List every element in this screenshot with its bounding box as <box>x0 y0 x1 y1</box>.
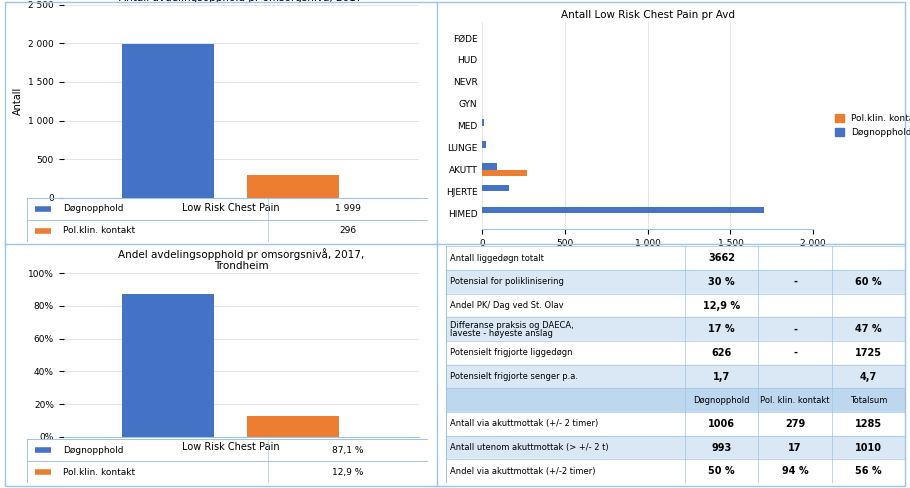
Text: 12,9 %: 12,9 % <box>332 468 363 477</box>
Bar <box>446 317 905 341</box>
Bar <box>446 365 905 388</box>
Text: 56 %: 56 % <box>855 467 882 476</box>
Text: 296: 296 <box>339 226 356 235</box>
Text: 279: 279 <box>785 419 805 429</box>
Text: Andel PK/ Dag ved St. Olav: Andel PK/ Dag ved St. Olav <box>450 301 564 310</box>
Text: 60 %: 60 % <box>855 277 882 287</box>
Y-axis label: Antall: Antall <box>13 87 23 115</box>
Text: Antall via akuttmottak (+/- 2 timer): Antall via akuttmottak (+/- 2 timer) <box>450 420 599 428</box>
Text: 1 999: 1 999 <box>335 204 360 213</box>
Text: 1,7: 1,7 <box>713 372 730 382</box>
Text: 626: 626 <box>712 348 732 358</box>
Text: Potensial for poliklinisering: Potensial for poliklinisering <box>450 278 564 286</box>
Text: 50 %: 50 % <box>708 467 735 476</box>
Bar <box>482 169 527 176</box>
Bar <box>248 416 339 437</box>
Legend: Pol.klin. kontakt, Døgnopphold: Pol.klin. kontakt, Døgnopphold <box>831 111 910 141</box>
Title: Antall avdelingsopphold pr omsorgsnivå, 2017: Antall avdelingsopphold pr omsorgsnivå, … <box>119 0 363 3</box>
Text: 94 %: 94 % <box>782 467 808 476</box>
Bar <box>446 412 905 436</box>
Bar <box>446 341 905 365</box>
Text: 17 %: 17 % <box>708 325 735 334</box>
Bar <box>446 388 905 412</box>
Text: Antall liggedøgn totalt: Antall liggedøgn totalt <box>450 254 544 263</box>
Bar <box>248 175 339 198</box>
Text: Andel via akuttmottak (+/-2 timer): Andel via akuttmottak (+/-2 timer) <box>450 467 596 476</box>
Text: -: - <box>794 277 797 287</box>
Bar <box>122 294 214 437</box>
Text: 993: 993 <box>712 443 732 452</box>
Text: Døgnopphold: Døgnopphold <box>693 396 750 405</box>
Text: -: - <box>794 325 797 334</box>
Bar <box>482 141 486 147</box>
Text: 1006: 1006 <box>708 419 735 429</box>
Text: 3662: 3662 <box>708 253 735 263</box>
Text: Pol.klin. kontakt: Pol.klin. kontakt <box>64 226 136 235</box>
Bar <box>482 163 497 169</box>
Text: 4,7: 4,7 <box>860 372 877 382</box>
Text: Totalsum: Totalsum <box>850 396 887 405</box>
Title: Andel avdelingsopphold pr omsorgsnivå, 2017,
Trondheim: Andel avdelingsopphold pr omsorgsnivå, 2… <box>118 247 364 271</box>
Bar <box>482 119 484 125</box>
Text: Pol.klin. kontakt: Pol.klin. kontakt <box>64 468 136 477</box>
Text: 12,9 %: 12,9 % <box>703 301 740 310</box>
Text: Antall utenom akuttmottak (> +/- 2 t): Antall utenom akuttmottak (> +/- 2 t) <box>450 443 609 452</box>
Text: Døgnopphold: Døgnopphold <box>64 446 124 455</box>
Text: laveste - høyeste anslag: laveste - høyeste anslag <box>450 329 553 338</box>
Bar <box>446 460 905 483</box>
Bar <box>482 185 509 191</box>
Text: Pol. klin. kontakt: Pol. klin. kontakt <box>761 396 830 405</box>
Text: 30 %: 30 % <box>708 277 735 287</box>
Text: 1285: 1285 <box>855 419 883 429</box>
Text: 47 %: 47 % <box>855 325 882 334</box>
Text: Potensielt frigjorte senger p.a.: Potensielt frigjorte senger p.a. <box>450 372 579 381</box>
Text: Differanse praksis og DAECA,: Differanse praksis og DAECA, <box>450 321 574 329</box>
Bar <box>122 43 214 198</box>
Text: 1010: 1010 <box>855 443 882 452</box>
Text: Døgnopphold: Døgnopphold <box>64 204 124 213</box>
Text: 87,1 %: 87,1 % <box>332 446 363 455</box>
Text: 1725: 1725 <box>855 348 882 358</box>
Title: Antall Low Risk Chest Pain pr Avd: Antall Low Risk Chest Pain pr Avd <box>561 10 734 20</box>
Bar <box>446 294 905 317</box>
Bar <box>482 207 763 213</box>
Bar <box>446 270 905 294</box>
Text: 17: 17 <box>788 443 802 452</box>
Text: Potensielt frigjorte liggedøgn: Potensielt frigjorte liggedøgn <box>450 348 573 357</box>
Bar <box>446 246 905 270</box>
Text: -: - <box>794 348 797 358</box>
Bar <box>446 436 905 460</box>
